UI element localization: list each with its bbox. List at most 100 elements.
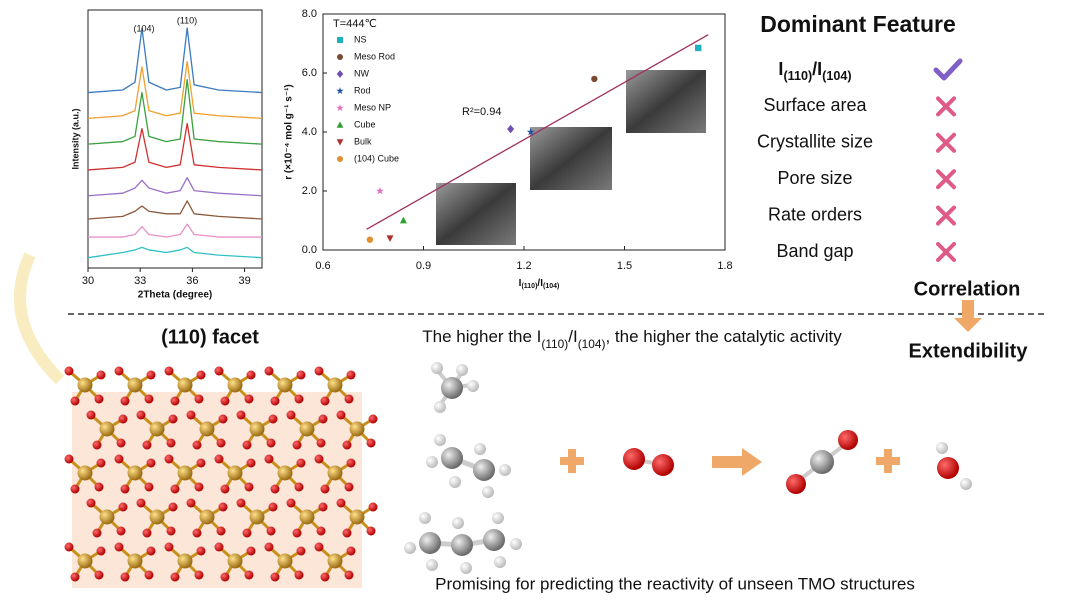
metal-atom xyxy=(277,465,293,481)
oxygen-atom xyxy=(216,526,226,536)
oxygen-atom xyxy=(368,502,378,512)
activity-text-part: The higher the I xyxy=(422,327,541,346)
arrow xyxy=(712,448,762,476)
oxygen-atom xyxy=(144,570,154,580)
oxygen-atom xyxy=(318,502,328,512)
metal-atom xyxy=(149,421,165,437)
propane xyxy=(404,512,522,574)
oxygen-atom xyxy=(336,498,346,508)
oxygen-atom xyxy=(144,394,154,404)
metal-atom xyxy=(177,377,193,393)
oxygen-atom xyxy=(236,498,246,508)
metal-atom xyxy=(127,377,143,393)
metal-atom xyxy=(349,509,365,525)
oxygen-atom xyxy=(120,396,130,406)
oxygen-atom xyxy=(70,484,80,494)
metal-atom xyxy=(227,377,243,393)
legend-label: Cube xyxy=(354,119,376,129)
oxygen-atom xyxy=(286,498,296,508)
oxygen-atom xyxy=(94,570,104,580)
oxygen-atom xyxy=(320,396,330,406)
oxygen-atom xyxy=(164,454,174,464)
oxygen-atom xyxy=(244,482,254,492)
oxygen-atom xyxy=(344,570,354,580)
row-label: Surface area xyxy=(763,95,867,115)
row-label: Pore size xyxy=(777,168,852,188)
extendibility-label: Extendibility xyxy=(909,340,1029,362)
oxygen-atom xyxy=(64,366,74,376)
x-tick-label: 30 xyxy=(82,275,94,287)
legend-label: Bulk xyxy=(354,136,372,146)
oxygen-atom xyxy=(218,502,228,512)
oxygen-atom xyxy=(320,484,330,494)
oxygen-atom xyxy=(214,454,224,464)
oxygen-atom xyxy=(366,526,376,536)
row-label-part: (110) xyxy=(783,69,812,83)
correlation-label: Correlation xyxy=(914,278,1021,300)
oxygen-atom xyxy=(92,528,102,538)
oxygen-atom xyxy=(346,546,356,556)
oxygen-atom xyxy=(346,370,356,380)
oxygen-atom xyxy=(368,414,378,424)
oxygen-atom xyxy=(294,482,304,492)
oxygen-atom xyxy=(294,394,304,404)
oxygen-atom xyxy=(120,484,130,494)
metal-atom xyxy=(77,465,93,481)
legend-marker xyxy=(336,139,344,146)
oxygen-atom xyxy=(214,366,224,376)
metal-atom xyxy=(227,553,243,569)
xrd-line xyxy=(87,79,263,145)
oxygen-atom xyxy=(146,370,156,380)
metal-atom xyxy=(177,553,193,569)
oxygen-atom xyxy=(344,394,354,404)
arrow xyxy=(954,300,982,332)
oxygen-atom xyxy=(96,546,106,556)
data-point xyxy=(695,44,702,52)
oxygen-atom xyxy=(296,458,306,468)
x-tick-label: 1.2 xyxy=(516,260,531,272)
molecules xyxy=(404,362,972,574)
oxygen-atom xyxy=(64,542,74,552)
metal-atom xyxy=(327,553,343,569)
oxygen-atom xyxy=(70,396,80,406)
x-tick-label: 1.8 xyxy=(717,260,732,272)
check-icon xyxy=(933,58,963,81)
metal-atom xyxy=(277,377,293,393)
oxygen-atom xyxy=(316,526,326,536)
sem-image xyxy=(436,183,516,245)
legend-label: Rod xyxy=(354,85,371,95)
ethane xyxy=(426,434,511,498)
oxygen-atom xyxy=(146,458,156,468)
metal-atom xyxy=(99,421,115,437)
oxygen-atom xyxy=(318,414,328,424)
y-tick-label: 8.0 xyxy=(302,8,317,20)
oxygen-atom xyxy=(266,438,276,448)
oxygen-atom xyxy=(96,458,106,468)
plus xyxy=(560,449,584,473)
oxygen-atom xyxy=(116,526,126,536)
x-tick-label: 0.6 xyxy=(315,260,330,272)
oxygen-atom xyxy=(344,482,354,492)
activity-text-part: (110) xyxy=(541,337,568,351)
y-tick-label: 4.0 xyxy=(302,126,317,138)
oxygen-atom xyxy=(316,438,326,448)
oxygen-atom xyxy=(186,410,196,420)
oxygen-atom xyxy=(118,502,128,512)
oxygen-atom xyxy=(194,570,204,580)
oxygen-atom xyxy=(268,414,278,424)
oxygen-atom xyxy=(144,482,154,492)
oxygen-atom xyxy=(164,542,174,552)
oxygen-atom xyxy=(196,546,206,556)
annotation: R²=0.94 xyxy=(462,106,501,118)
oxygen xyxy=(623,448,674,476)
peak-label: (110) xyxy=(177,15,197,25)
x-tick-label: 0.9 xyxy=(416,260,431,272)
row-label: I(110)/I(104) xyxy=(778,59,851,84)
y-tick-label: 6.0 xyxy=(302,67,317,79)
oxygen-atom xyxy=(118,414,128,424)
oxygen-atom xyxy=(94,482,104,492)
oxygen-atom xyxy=(64,454,74,464)
metal-atom xyxy=(299,421,315,437)
oxygen-atom xyxy=(220,396,230,406)
